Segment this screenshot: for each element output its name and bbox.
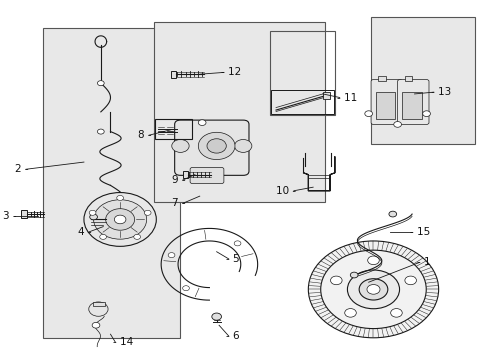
Circle shape bbox=[365, 111, 372, 117]
Circle shape bbox=[94, 200, 147, 239]
Circle shape bbox=[212, 313, 221, 320]
Circle shape bbox=[117, 195, 123, 201]
Text: 3 -: 3 - bbox=[3, 211, 16, 221]
Text: - 6: - 6 bbox=[226, 331, 240, 341]
FancyBboxPatch shape bbox=[174, 120, 249, 175]
Circle shape bbox=[98, 129, 104, 134]
Circle shape bbox=[331, 276, 342, 285]
Circle shape bbox=[90, 214, 98, 220]
Bar bbox=[270, 31, 335, 116]
FancyBboxPatch shape bbox=[397, 80, 429, 125]
Circle shape bbox=[100, 234, 106, 239]
Text: 4 -: 4 - bbox=[77, 227, 91, 237]
Bar bbox=[21, 211, 27, 218]
Bar bbox=[378, 76, 386, 81]
Circle shape bbox=[308, 241, 439, 338]
Circle shape bbox=[198, 120, 206, 126]
Text: - 11: - 11 bbox=[337, 93, 358, 103]
FancyBboxPatch shape bbox=[190, 167, 224, 184]
FancyBboxPatch shape bbox=[371, 80, 402, 125]
Circle shape bbox=[207, 139, 226, 153]
Text: - 15: - 15 bbox=[410, 227, 430, 237]
Text: 8 -: 8 - bbox=[138, 130, 151, 140]
Circle shape bbox=[359, 279, 388, 300]
Circle shape bbox=[391, 309, 402, 317]
Circle shape bbox=[394, 122, 401, 127]
Bar bbox=[405, 76, 412, 81]
Circle shape bbox=[134, 234, 141, 239]
Circle shape bbox=[235, 139, 252, 152]
Circle shape bbox=[368, 256, 379, 265]
Text: - 1: - 1 bbox=[417, 257, 431, 267]
Circle shape bbox=[234, 241, 241, 246]
Bar bbox=[43, 28, 180, 338]
Text: - 14: - 14 bbox=[113, 337, 133, 347]
Circle shape bbox=[84, 193, 156, 246]
Bar bbox=[376, 92, 395, 119]
Text: - 13: - 13 bbox=[431, 87, 452, 97]
Circle shape bbox=[172, 139, 189, 152]
Circle shape bbox=[389, 211, 396, 217]
Circle shape bbox=[106, 209, 135, 230]
Circle shape bbox=[168, 253, 175, 258]
Text: 10 -: 10 - bbox=[276, 186, 296, 196]
Bar bbox=[271, 90, 334, 114]
Bar bbox=[93, 302, 105, 306]
Circle shape bbox=[198, 132, 235, 159]
Circle shape bbox=[92, 322, 100, 328]
Circle shape bbox=[89, 302, 108, 316]
Circle shape bbox=[423, 111, 430, 117]
Text: 9 -: 9 - bbox=[172, 175, 185, 185]
Circle shape bbox=[350, 272, 358, 278]
Circle shape bbox=[347, 270, 399, 309]
Bar bbox=[371, 17, 475, 144]
Circle shape bbox=[144, 210, 151, 215]
Circle shape bbox=[345, 309, 356, 317]
Text: - 12: - 12 bbox=[221, 67, 242, 77]
Circle shape bbox=[98, 81, 104, 86]
Text: 2 -: 2 - bbox=[15, 164, 28, 174]
Circle shape bbox=[405, 276, 416, 285]
Bar bbox=[183, 171, 188, 178]
Bar bbox=[171, 71, 175, 78]
Circle shape bbox=[89, 210, 96, 215]
Bar bbox=[402, 92, 422, 119]
Circle shape bbox=[114, 215, 126, 224]
Bar bbox=[323, 92, 330, 99]
Text: - 5: - 5 bbox=[226, 254, 240, 264]
Bar bbox=[155, 119, 192, 139]
Circle shape bbox=[367, 284, 380, 294]
Bar bbox=[154, 22, 325, 202]
Text: 7 -: 7 - bbox=[172, 198, 185, 208]
Circle shape bbox=[183, 286, 190, 291]
